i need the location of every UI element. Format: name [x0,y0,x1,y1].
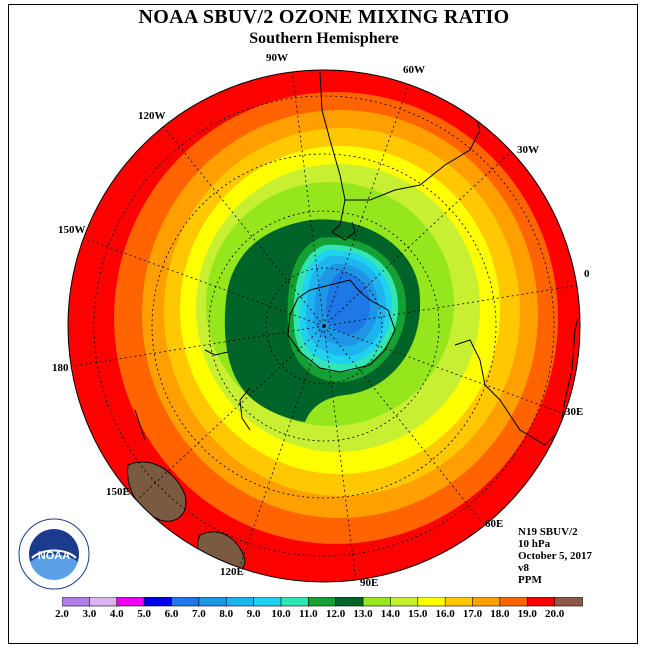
colorbar-tick-label: 5.0 [137,608,151,620]
label-180: 180 [52,362,69,374]
colorbar-tick-label: 4.0 [109,608,124,620]
colorbar-swatch [308,597,337,607]
pressure-label: 10 hPa [518,538,551,550]
figure-frame [8,4,638,644]
colorbar-swatch [335,597,364,607]
date-label: October 5, 2017 [518,550,593,562]
colorbar [62,597,583,607]
label-120w: 120W [138,110,166,122]
label-60e: 60E [485,518,504,530]
version-label: v8 [518,562,529,574]
label-90e: 90E [360,577,379,589]
chart-title: NOAA SBUV/2 OZONE MIXING RATIO [138,6,510,28]
colorbar-swatch [499,597,529,607]
colorbar-tick-label: 20.0 [545,608,565,620]
colorbar-tick-label: 12.0 [326,608,346,620]
label-120e: 120E [220,566,244,578]
colorbar-swatch [171,597,200,607]
colorbar-tick-label: 2.0 [55,608,69,620]
colorbar-swatch [362,597,392,607]
colorbar-tick-label: 3.0 [82,608,97,620]
colorbar-swatch [526,597,556,607]
label-150e: 150E [106,486,130,498]
colorbar-tick-label: 9.0 [246,608,261,620]
colorbar-swatch [444,597,474,607]
label-90w: 90W [266,52,288,64]
colorbar-tick-label: 16.0 [435,608,455,620]
colorbar-swatch [225,597,255,607]
colorbar-tick-label: 15.0 [408,608,428,620]
colorbar-swatch [253,597,282,607]
colorbar-tick-label: 14.0 [380,608,401,620]
colorbar-tick-label: 8.0 [219,608,234,620]
graticule [68,70,580,582]
colorbar-swatch [472,597,501,607]
label-30w: 30W [517,144,539,156]
colorbar-swatch [143,597,173,607]
label-60w: 60W [403,64,425,76]
colorbar-tick-label: 6.0 [164,608,179,620]
chart-subtitle: Southern Hemisphere [249,30,399,47]
label-150w: 150W [58,224,86,236]
colorbar-swatch [554,597,583,607]
coastlines [134,71,579,446]
units-label: PPM [518,574,542,586]
colorbar-tick-label: 19.0 [517,608,537,620]
colorbar-tick-label: 18.0 [490,608,510,620]
colorbar-swatch [89,597,118,607]
label-30e: 30E [565,406,584,418]
colorbar-swatch [198,597,228,607]
colorbar-swatch [280,597,310,607]
noaa-logo: NOAA [18,518,90,590]
info-block: N19 SBUV/2 10 hPa October 5, 2017 v8 PPM [518,526,592,586]
logo-text: NOAA [38,550,70,562]
label-0: 0 [584,268,590,280]
colorbar-tick-label: 11.0 [298,608,318,620]
colorbar-tick-label: 7.0 [191,608,206,620]
colorbar-swatch [116,597,145,607]
satellite-label: N19 SBUV/2 [518,526,578,538]
colorbar-tick-label: 10.0 [271,608,291,620]
colorbar-swatch [417,597,446,607]
colorbar-tick-label: 17.0 [462,608,483,620]
colorbar-tick-label: 13.0 [353,608,373,620]
colorbar-swatch [390,597,419,607]
colorbar-swatch [62,597,91,607]
